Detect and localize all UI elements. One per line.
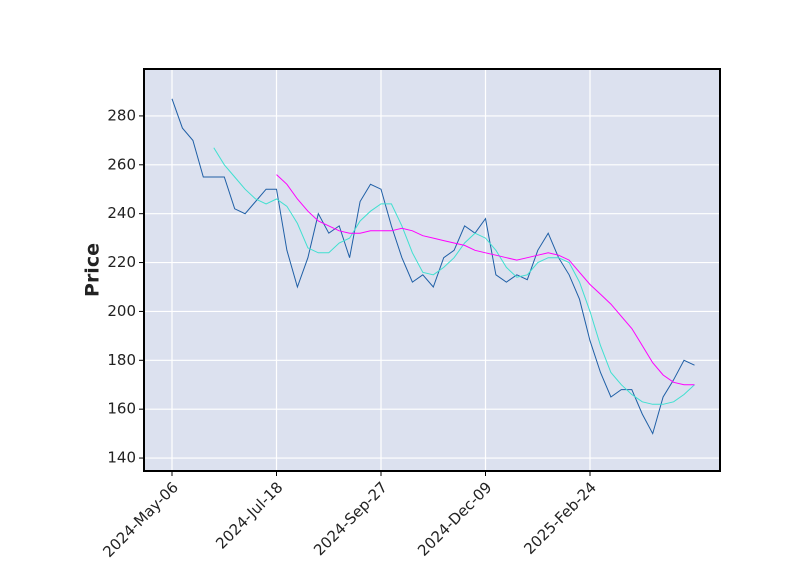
x-tick-label: 2024-Sep-27 <box>310 478 391 559</box>
x-tick-label: 2025-Feb-24 <box>520 478 600 558</box>
y-tick-label: 240 <box>107 204 136 222</box>
y-axis-label: Price <box>82 243 104 297</box>
y-tick-label: 140 <box>107 449 136 467</box>
plot-frame <box>143 68 721 472</box>
x-tick-label: 2024-Jul-18 <box>212 478 286 552</box>
y-tick-label: 220 <box>107 253 136 271</box>
y-tick-label: 160 <box>107 400 136 418</box>
y-tick-label: 180 <box>107 351 136 369</box>
x-tick-label: 2024-Dec-09 <box>414 478 495 559</box>
y-tick-label: 200 <box>107 302 136 320</box>
price-line <box>171 98 695 435</box>
x-tick-label: 2024-May-06 <box>99 478 182 561</box>
price-line <box>213 147 695 405</box>
y-tick-label: 280 <box>107 106 136 124</box>
price-line <box>276 174 695 386</box>
y-tick-label: 260 <box>107 155 136 173</box>
plot-area <box>144 69 720 471</box>
